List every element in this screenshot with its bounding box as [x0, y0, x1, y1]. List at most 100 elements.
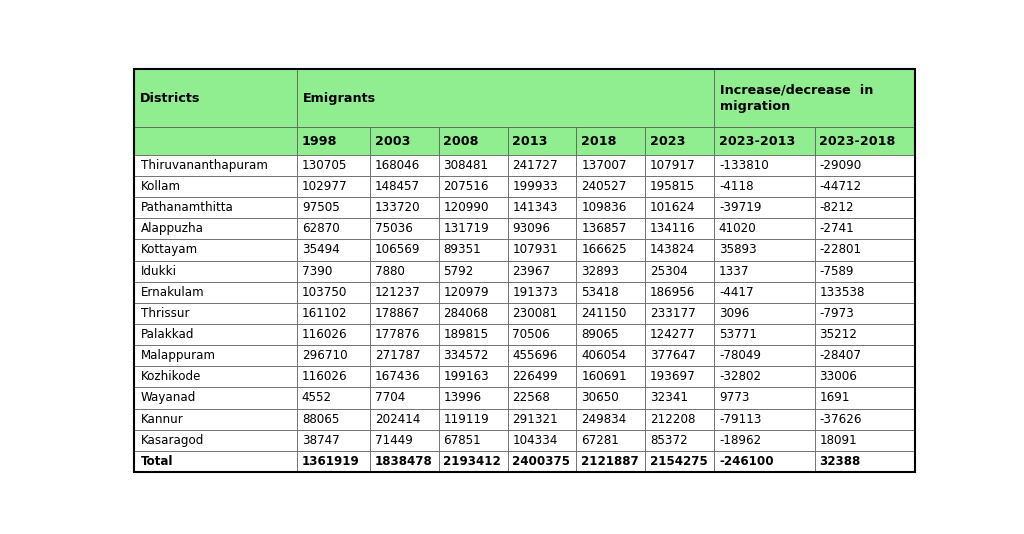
Text: Idukki: Idukki [140, 265, 177, 278]
Bar [370, 282, 438, 303]
Text: Districts: Districts [140, 92, 201, 105]
Bar [508, 430, 577, 451]
Bar [577, 451, 645, 472]
Text: 230081: 230081 [512, 307, 558, 320]
Bar [134, 387, 297, 409]
Text: 130705: 130705 [302, 159, 347, 172]
Text: 3096: 3096 [719, 307, 750, 320]
Bar [134, 366, 297, 387]
Text: Thiruvananthapuram: Thiruvananthapuram [140, 159, 267, 172]
Text: 2023-2018: 2023-2018 [819, 135, 896, 147]
Text: Increase/decrease  in
migration: Increase/decrease in migration [720, 84, 873, 113]
Bar [815, 261, 915, 282]
Bar [645, 324, 714, 345]
Text: 1838478: 1838478 [375, 455, 432, 468]
Bar [438, 303, 508, 324]
Text: 233177: 233177 [650, 307, 696, 320]
Bar [714, 128, 815, 155]
Bar [645, 366, 714, 387]
Bar [370, 218, 438, 239]
Text: 168046: 168046 [375, 159, 420, 172]
Text: 334572: 334572 [443, 349, 489, 362]
Bar [297, 239, 370, 261]
Bar [815, 197, 915, 218]
Text: Alappuzha: Alappuzha [140, 222, 204, 235]
Bar [508, 282, 577, 303]
Bar [297, 155, 370, 176]
Text: 41020: 41020 [719, 222, 757, 235]
Bar [577, 197, 645, 218]
Text: 133538: 133538 [819, 286, 865, 299]
Text: 202414: 202414 [375, 413, 420, 426]
Text: 2121887: 2121887 [582, 455, 639, 468]
Text: Pathanamthitta: Pathanamthitta [140, 201, 233, 214]
Bar [438, 366, 508, 387]
Text: 67851: 67851 [443, 434, 481, 447]
Text: 148457: 148457 [375, 180, 420, 193]
Text: 308481: 308481 [443, 159, 488, 172]
Text: 101624: 101624 [650, 201, 695, 214]
Text: -8212: -8212 [819, 201, 854, 214]
Text: 143824: 143824 [650, 244, 695, 256]
Text: 189815: 189815 [443, 328, 488, 341]
Text: 89351: 89351 [443, 244, 481, 256]
Text: 160691: 160691 [582, 371, 627, 383]
Text: 296710: 296710 [302, 349, 347, 362]
Text: 2008: 2008 [443, 135, 479, 147]
Bar [645, 282, 714, 303]
Text: 1998: 1998 [302, 135, 337, 147]
Bar [134, 409, 297, 430]
Bar [297, 261, 370, 282]
Bar [714, 261, 815, 282]
Text: 121237: 121237 [375, 286, 421, 299]
Text: Kozhikode: Kozhikode [140, 371, 201, 383]
Bar [645, 128, 714, 155]
Bar [645, 430, 714, 451]
Text: 33006: 33006 [819, 371, 857, 383]
Bar [370, 239, 438, 261]
Bar [370, 128, 438, 155]
Bar [370, 197, 438, 218]
Text: 271787: 271787 [375, 349, 420, 362]
Bar [645, 197, 714, 218]
Bar [438, 451, 508, 472]
Text: 137007: 137007 [582, 159, 627, 172]
Bar [508, 261, 577, 282]
Text: 35494: 35494 [302, 244, 340, 256]
Text: 22568: 22568 [512, 391, 550, 404]
Bar [645, 387, 714, 409]
Bar [815, 218, 915, 239]
Text: 2400375: 2400375 [512, 455, 570, 468]
Bar [134, 261, 297, 282]
Bar [714, 69, 915, 128]
Bar [370, 451, 438, 472]
Text: Wayanad: Wayanad [140, 391, 196, 404]
Bar [508, 128, 577, 155]
Text: -29090: -29090 [819, 159, 862, 172]
Bar [508, 345, 577, 366]
Bar [134, 303, 297, 324]
Bar [577, 155, 645, 176]
Bar [370, 345, 438, 366]
Text: -4417: -4417 [719, 286, 754, 299]
Bar [438, 128, 508, 155]
Bar [370, 409, 438, 430]
Bar [815, 176, 915, 197]
Bar [134, 155, 297, 176]
Bar [577, 409, 645, 430]
Text: -133810: -133810 [719, 159, 769, 172]
Bar [438, 324, 508, 345]
Bar [134, 451, 297, 472]
Text: 120979: 120979 [443, 286, 489, 299]
Bar [508, 197, 577, 218]
Text: 107931: 107931 [512, 244, 558, 256]
Text: -18962: -18962 [719, 434, 761, 447]
Bar [577, 261, 645, 282]
Bar [645, 261, 714, 282]
Text: 2023-2013: 2023-2013 [719, 135, 796, 147]
Bar [438, 155, 508, 176]
Text: 177876: 177876 [375, 328, 420, 341]
Bar [645, 409, 714, 430]
Bar [577, 345, 645, 366]
Text: Emigrants: Emigrants [303, 92, 376, 105]
